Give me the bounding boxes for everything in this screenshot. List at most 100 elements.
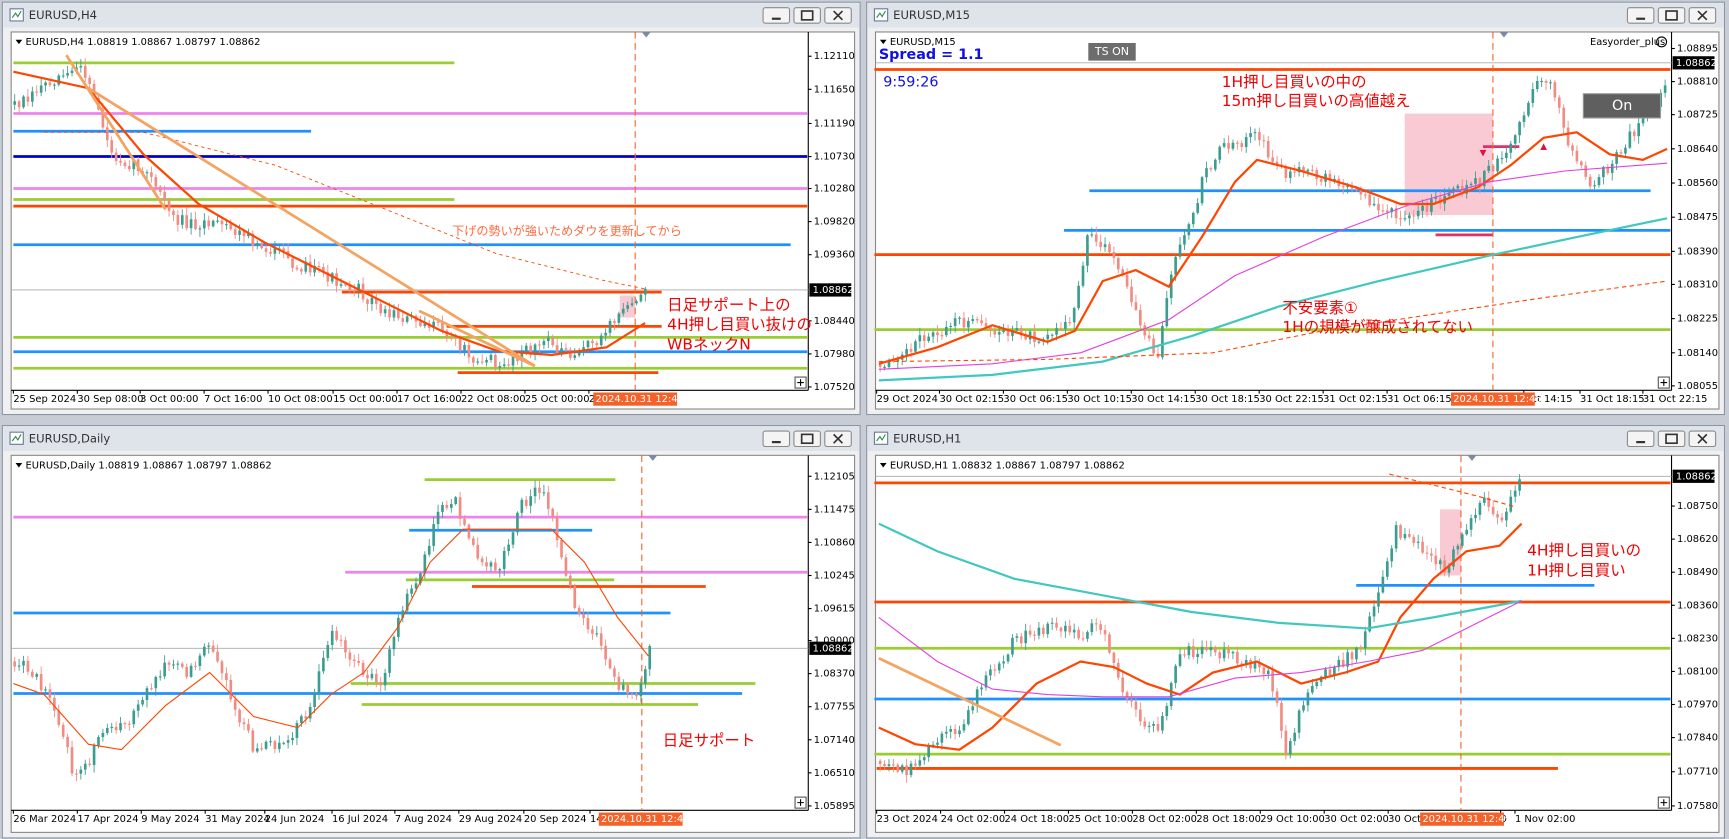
candle-body: [1408, 533, 1411, 537]
candle-body: [1024, 335, 1028, 340]
candle-body: [286, 740, 290, 743]
price-label: 1.10245: [814, 571, 855, 582]
price-label: 1.08225: [1677, 314, 1718, 325]
candle-body: [984, 675, 988, 688]
candle-body: [1311, 686, 1314, 693]
time-label: 30 Oct 02:15: [939, 394, 1004, 405]
candle-body: [392, 310, 396, 318]
candle-body: [962, 317, 966, 328]
candle-body: [1372, 606, 1376, 617]
candle-body: [997, 663, 1001, 671]
candle-body: [1399, 218, 1402, 220]
candle-body: [989, 326, 992, 331]
button-glyph: [833, 10, 844, 21]
candle-body: [216, 220, 219, 222]
candle-body: [573, 586, 577, 608]
candle-body: [1403, 218, 1407, 220]
candle-body: [176, 663, 180, 665]
candle-body: [39, 85, 43, 93]
candle-body: [1377, 203, 1380, 211]
annotation: 日足サポート上の: [667, 296, 790, 314]
candle-body: [630, 693, 634, 695]
candle-body: [344, 640, 347, 653]
current-price-box: [809, 283, 852, 297]
candle-body: [480, 361, 484, 363]
candle-body: [1050, 334, 1054, 336]
price-label: 1.11650: [814, 84, 855, 95]
candle-body: [617, 313, 621, 323]
candle-body: [1297, 710, 1301, 733]
candle-body: [524, 345, 528, 353]
candle-body: [1509, 143, 1513, 153]
maximize-button[interactable]: [1657, 430, 1686, 448]
candle-body: [494, 562, 497, 571]
candle-body: [635, 693, 638, 697]
minimize-button[interactable]: [762, 7, 791, 24]
maximize-button[interactable]: [1657, 7, 1686, 24]
candle-body: [123, 723, 127, 725]
candle-body: [1443, 560, 1446, 573]
on-button-bg[interactable]: [1582, 93, 1662, 119]
candle-body: [1359, 647, 1363, 649]
candle-body: [511, 354, 515, 366]
candle-body: [586, 340, 590, 348]
minimize-button[interactable]: [762, 430, 791, 448]
candle-body: [582, 614, 585, 619]
candle-body: [1509, 496, 1513, 512]
candle-body: [397, 310, 400, 319]
price-label: 1.11190: [814, 118, 855, 129]
candle-body: [591, 340, 594, 344]
candle-body: [423, 323, 427, 327]
candle-body: [1557, 97, 1561, 108]
candle-body: [1385, 210, 1389, 213]
candle-body: [379, 682, 383, 686]
candle-body: [1385, 561, 1389, 577]
candle-body: [1191, 212, 1195, 225]
candle-body: [57, 75, 61, 85]
on-button: On: [1612, 98, 1632, 114]
time-label: 29 Aug 2024: [459, 814, 522, 825]
chart-header: EURUSD,H4 1.08819 1.08867 1.08797 1.0886…: [26, 37, 261, 48]
candle-body: [167, 200, 171, 211]
time-label: 2: [589, 394, 595, 405]
candle-body: [1112, 652, 1116, 663]
minimize-button[interactable]: [1626, 7, 1655, 24]
maximize-button[interactable]: [793, 7, 821, 24]
candle-body: [529, 345, 532, 356]
candle-body: [264, 248, 268, 252]
price-label: 1.08440: [814, 316, 855, 327]
candle-body: [1253, 662, 1257, 669]
candle-body: [1452, 549, 1455, 567]
candle-body: [1315, 681, 1319, 687]
price-label: 1.07755: [814, 702, 855, 713]
candle-body: [269, 741, 272, 743]
candle-body: [1544, 80, 1548, 83]
candle-body: [1161, 326, 1164, 358]
candle-body: [1028, 630, 1032, 635]
candle-body: [26, 96, 30, 102]
candle-body: [883, 763, 886, 766]
candle-body: [1236, 651, 1239, 664]
title-bar: [867, 3, 1724, 28]
candle-body: [216, 651, 219, 662]
maximize-button[interactable]: [793, 430, 821, 448]
candle-body: [1399, 525, 1402, 539]
candle-body: [88, 763, 91, 765]
zoom-glyph: [1660, 799, 1668, 806]
candle-body: [1011, 330, 1014, 336]
candle-body: [1328, 669, 1332, 676]
candle-body: [405, 316, 409, 322]
candle-body: [936, 742, 939, 745]
minimize-button[interactable]: [1626, 430, 1655, 448]
candle-body: [172, 664, 175, 666]
candle-body: [1452, 188, 1455, 193]
ts-button-bg[interactable]: [1088, 42, 1136, 61]
candle-body: [1266, 140, 1270, 158]
candle-body: [1425, 552, 1429, 554]
window-icon-glyph: [876, 10, 886, 18]
candle-body: [542, 341, 546, 346]
candle-body: [185, 666, 189, 677]
candle-body: [419, 321, 422, 327]
indicator-line: [87, 87, 536, 368]
chart-header: EURUSD,H1 1.08832 1.08867 1.08797 1.0886…: [890, 460, 1125, 471]
